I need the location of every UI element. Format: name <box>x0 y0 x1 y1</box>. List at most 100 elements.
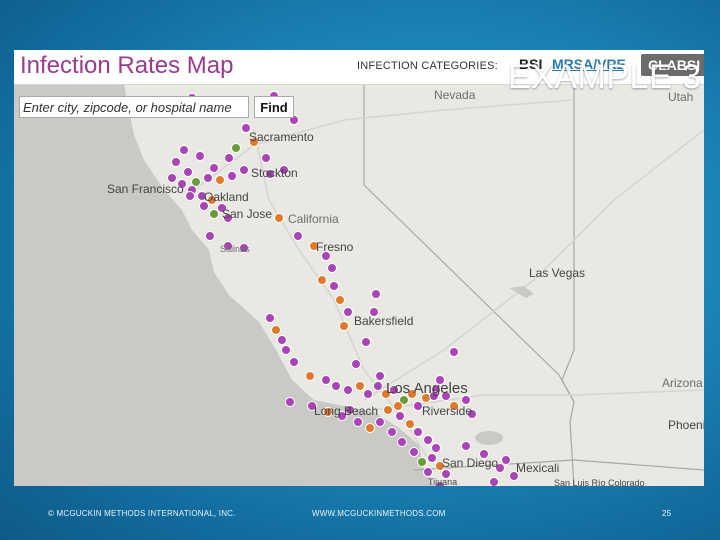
hospital-marker[interactable] <box>371 289 381 299</box>
hospital-marker[interactable] <box>209 209 219 219</box>
hospital-marker[interactable] <box>177 179 187 189</box>
hospital-marker[interactable] <box>435 481 445 487</box>
hospital-marker[interactable] <box>265 313 275 323</box>
hospital-marker[interactable] <box>363 389 373 399</box>
category-bsi[interactable]: BSI <box>519 56 543 72</box>
hospital-marker[interactable] <box>323 407 333 417</box>
hospital-marker[interactable] <box>207 195 217 205</box>
hospital-marker[interactable] <box>167 173 177 183</box>
hospital-marker[interactable] <box>191 177 201 187</box>
hospital-marker[interactable] <box>205 231 215 241</box>
hospital-marker[interactable] <box>179 145 189 155</box>
hospital-marker[interactable] <box>449 347 459 357</box>
hospital-marker[interactable] <box>427 453 437 463</box>
hospital-marker[interactable] <box>461 441 471 451</box>
hospital-marker[interactable] <box>429 391 439 401</box>
hospital-marker[interactable] <box>387 427 397 437</box>
hospital-marker[interactable] <box>239 243 249 253</box>
hospital-marker[interactable] <box>417 457 427 467</box>
hospital-marker[interactable] <box>224 153 234 163</box>
hospital-marker[interactable] <box>489 477 499 487</box>
hospital-marker[interactable] <box>467 409 477 419</box>
hospital-marker[interactable] <box>441 391 451 401</box>
hospital-marker[interactable] <box>197 191 207 201</box>
hospital-marker[interactable] <box>171 157 181 167</box>
hospital-marker[interactable] <box>195 151 205 161</box>
hospital-marker[interactable] <box>449 401 459 411</box>
hospital-marker[interactable] <box>389 385 399 395</box>
hospital-marker[interactable] <box>339 321 349 331</box>
hospital-marker[interactable] <box>335 295 345 305</box>
hospital-marker[interactable] <box>227 171 237 181</box>
hospital-marker[interactable] <box>343 307 353 317</box>
hospital-marker[interactable] <box>223 241 233 251</box>
hospital-marker[interactable] <box>321 251 331 261</box>
hospital-marker[interactable] <box>407 389 417 399</box>
hospital-marker[interactable] <box>261 153 271 163</box>
hospital-marker[interactable] <box>271 325 281 335</box>
hospital-marker[interactable] <box>369 307 379 317</box>
hospital-marker[interactable] <box>239 165 249 175</box>
hospital-marker[interactable] <box>431 443 441 453</box>
hospital-marker[interactable] <box>223 213 233 223</box>
hospital-marker[interactable] <box>215 175 225 185</box>
hospital-marker[interactable] <box>373 381 383 391</box>
hospital-marker[interactable] <box>501 455 511 465</box>
hospital-marker[interactable] <box>285 397 295 407</box>
hospital-marker[interactable] <box>399 395 409 405</box>
category-mrsa-vre[interactable]: MRSA/VRE <box>552 56 626 72</box>
hospital-marker[interactable] <box>337 411 347 421</box>
hospital-marker[interactable] <box>327 263 337 273</box>
hospital-marker[interactable] <box>305 371 315 381</box>
infection-rates-map[interactable]: Infection Rates Map INFECTION CATEGORIES… <box>14 50 704 486</box>
hospital-marker[interactable] <box>509 471 519 481</box>
hospital-marker[interactable] <box>289 357 299 367</box>
location-search-input[interactable]: Enter city, zipcode, or hospital name <box>19 96 249 118</box>
hospital-marker[interactable] <box>361 337 371 347</box>
hospital-marker[interactable] <box>183 167 193 177</box>
hospital-marker[interactable] <box>185 191 195 201</box>
hospital-marker[interactable] <box>423 435 433 445</box>
hospital-marker[interactable] <box>423 467 433 477</box>
find-button[interactable]: Find <box>254 96 294 118</box>
hospital-marker[interactable] <box>345 405 355 415</box>
hospital-marker[interactable] <box>409 447 419 457</box>
hospital-marker[interactable] <box>479 449 489 459</box>
hospital-marker[interactable] <box>277 335 287 345</box>
hospital-marker[interactable] <box>365 423 375 433</box>
hospital-marker[interactable] <box>413 401 423 411</box>
hospital-marker[interactable] <box>355 381 365 391</box>
hospital-marker[interactable] <box>217 203 227 213</box>
hospital-marker[interactable] <box>231 143 241 153</box>
hospital-marker[interactable] <box>353 417 363 427</box>
hospital-marker[interactable] <box>241 123 251 133</box>
hospital-marker[interactable] <box>279 165 289 175</box>
hospital-marker[interactable] <box>281 345 291 355</box>
hospital-marker[interactable] <box>435 375 445 385</box>
hospital-marker[interactable] <box>495 463 505 473</box>
hospital-marker[interactable] <box>293 231 303 241</box>
hospital-marker[interactable] <box>274 213 284 223</box>
hospital-marker[interactable] <box>461 395 471 405</box>
category-clabsi[interactable]: CLABSI <box>641 54 704 76</box>
hospital-marker[interactable] <box>351 359 361 369</box>
hospital-marker[interactable] <box>209 163 219 173</box>
hospital-marker[interactable] <box>329 281 339 291</box>
hospital-marker[interactable] <box>265 169 275 179</box>
hospital-marker[interactable] <box>397 437 407 447</box>
hospital-marker[interactable] <box>309 241 319 251</box>
hospital-marker[interactable] <box>395 411 405 421</box>
hospital-marker[interactable] <box>249 137 259 147</box>
hospital-marker[interactable] <box>321 375 331 385</box>
hospital-marker[interactable] <box>375 417 385 427</box>
hospital-marker[interactable] <box>331 381 341 391</box>
hospital-marker[interactable] <box>343 385 353 395</box>
hospital-marker[interactable] <box>375 371 385 381</box>
hospital-marker[interactable] <box>199 201 209 211</box>
hospital-marker[interactable] <box>383 405 393 415</box>
hospital-marker[interactable] <box>413 427 423 437</box>
hospital-marker[interactable] <box>393 401 403 411</box>
hospital-marker[interactable] <box>317 275 327 285</box>
hospital-marker[interactable] <box>405 419 415 429</box>
hospital-marker[interactable] <box>381 389 391 399</box>
